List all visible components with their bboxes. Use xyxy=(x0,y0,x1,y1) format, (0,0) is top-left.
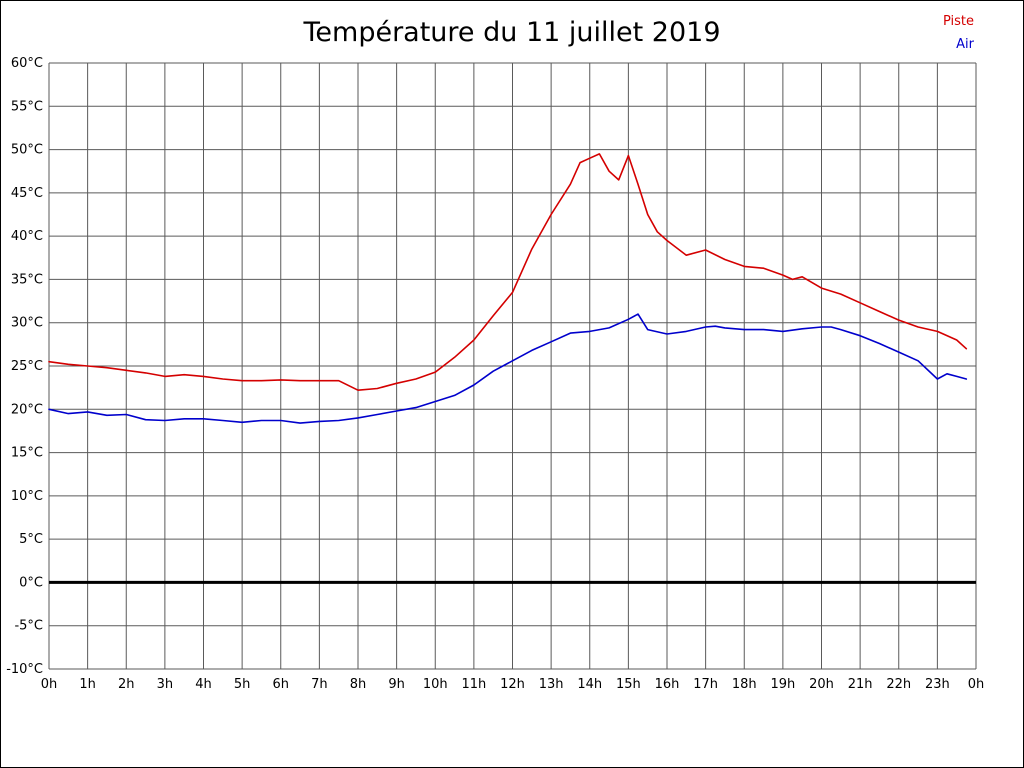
x-tick-label: 19h xyxy=(770,677,795,692)
y-tick-label: 50°C xyxy=(11,143,43,158)
y-tick-label: 5°C xyxy=(19,532,43,547)
x-tick-label: 23h xyxy=(925,677,950,692)
x-tick-label: 15h xyxy=(616,677,641,692)
x-tick-label: 3h xyxy=(157,677,174,692)
legend-item-air: Air xyxy=(956,37,974,52)
y-tick-label: -5°C xyxy=(14,619,43,634)
x-tick-label: 21h xyxy=(848,677,873,692)
series-line-piste xyxy=(48,153,968,392)
y-tick-label: 10°C xyxy=(11,489,43,504)
x-tick-label: 17h xyxy=(693,677,718,692)
y-tick-label: 25°C xyxy=(11,359,43,374)
x-tick-label: 14h xyxy=(577,677,602,692)
x-tick-label: 16h xyxy=(655,677,680,692)
y-tick-label: 0°C xyxy=(19,575,43,590)
x-tick-label: 12h xyxy=(500,677,525,692)
y-tick-label: 40°C xyxy=(11,229,43,244)
x-tick-label: 10h xyxy=(423,677,448,692)
y-tick-label: 35°C xyxy=(11,272,43,287)
y-tick-label: 60°C xyxy=(11,56,43,71)
y-tick-label: 20°C xyxy=(11,402,43,417)
x-tick-label: 2h xyxy=(118,677,135,692)
x-tick-label: 22h xyxy=(886,677,911,692)
x-tick-label: 18h xyxy=(732,677,757,692)
x-tick-label: 11h xyxy=(461,677,486,692)
x-tick-label: 0h xyxy=(968,677,985,692)
x-tick-label: 7h xyxy=(311,677,328,692)
y-tick-label: 55°C xyxy=(11,99,43,114)
legend-item-piste: Piste xyxy=(942,14,974,29)
chart-title: Température du 11 juillet 2019 xyxy=(303,17,721,48)
x-tick-label: 1h xyxy=(79,677,96,692)
x-tick-label: 20h xyxy=(809,677,834,692)
chart-legend: Piste Air xyxy=(943,10,974,56)
x-tick-label: 4h xyxy=(195,677,212,692)
x-tick-label: 13h xyxy=(539,677,564,692)
y-tick-label: 45°C xyxy=(11,186,43,201)
series-line-air xyxy=(48,313,968,424)
y-tick-label: 15°C xyxy=(11,446,43,461)
x-tick-label: 9h xyxy=(388,677,405,692)
x-tick-label: 8h xyxy=(350,677,367,692)
y-tick-label: 30°C xyxy=(11,316,43,331)
x-tick-label: 5h xyxy=(234,677,251,692)
x-tick-label: 0h xyxy=(41,677,58,692)
y-tick-label: -10°C xyxy=(6,662,43,677)
x-tick-label: 6h xyxy=(272,677,289,692)
